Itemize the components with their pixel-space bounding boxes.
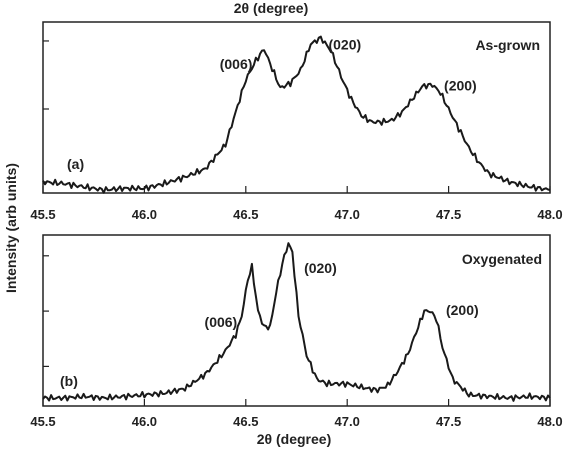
panel-a-x-tick-label-4: 47.5 xyxy=(436,207,461,222)
panel-a-x-tick-label-3: 47.0 xyxy=(335,207,360,222)
shared-y-axis-title: Intensity (arb units) xyxy=(3,163,19,293)
panel-b-x-tick-label-4: 47.5 xyxy=(436,414,461,429)
panel-a-peak-labels: (006) (020) (200) xyxy=(220,37,477,94)
panel-a-peak-label-1: (020) xyxy=(328,37,361,53)
panel-a-x-tick-label-2: 46.5 xyxy=(233,207,258,222)
panel-b-x-tick-label-2: 46.5 xyxy=(233,414,258,429)
panel-oxygenated: 45.5 46.0 46.5 47.0 47.5 48.0 (006) (020) (200)… xyxy=(30,234,563,429)
panel-as-grown: 45.5 46.0 46.5 47.0 47.5 48.0 (006) (020) (200)… xyxy=(30,21,563,222)
panel-b-x-tick-label-3: 47.0 xyxy=(335,414,360,429)
panel-b-sample-label: Oxygenated xyxy=(462,251,542,267)
panel-b-label: (b) xyxy=(60,373,78,389)
panel-b-peak-labels: (006) (020) (200) xyxy=(205,260,479,330)
panel-a-label: (a) xyxy=(67,156,84,172)
panel-b-tick-labels: 45.5 46.0 46.5 47.0 47.5 48.0 xyxy=(30,414,562,429)
panel-b-peak-label-2: (200) xyxy=(446,302,479,318)
panel-a-peak-label-2: (200) xyxy=(444,78,477,94)
panel-a-x-tick-label-0: 45.5 xyxy=(30,207,55,222)
panel-b-x-tick-label-1: 46.0 xyxy=(132,414,157,429)
panel-b-series-line xyxy=(42,242,551,402)
panel-b-peak-label-1: (020) xyxy=(304,260,337,276)
panel-a-sample-label: As-grown xyxy=(475,37,540,53)
panel-a-peak-label-0: (006) xyxy=(220,56,253,72)
bottom-axis-title: 2θ (degree) xyxy=(257,431,331,447)
panel-b-frame xyxy=(42,234,551,407)
panel-a-x-tick-label-5: 48.0 xyxy=(537,207,562,222)
panel-a-ticks xyxy=(42,40,551,193)
panel-a-tick-labels: 45.5 46.0 46.5 47.0 47.5 48.0 xyxy=(30,207,562,222)
panel-a-series-line xyxy=(42,35,551,194)
panel-a-x-tick-label-1: 46.0 xyxy=(132,207,157,222)
panel-b-ticks xyxy=(42,255,551,406)
panel-a-frame xyxy=(42,21,551,194)
panel-b-x-tick-label-5: 48.0 xyxy=(537,414,562,429)
panel-b-peak-label-0: (006) xyxy=(205,314,238,330)
top-axis-title: 2θ (degree) xyxy=(234,0,308,16)
panel-b-x-tick-label-0: 45.5 xyxy=(30,414,55,429)
